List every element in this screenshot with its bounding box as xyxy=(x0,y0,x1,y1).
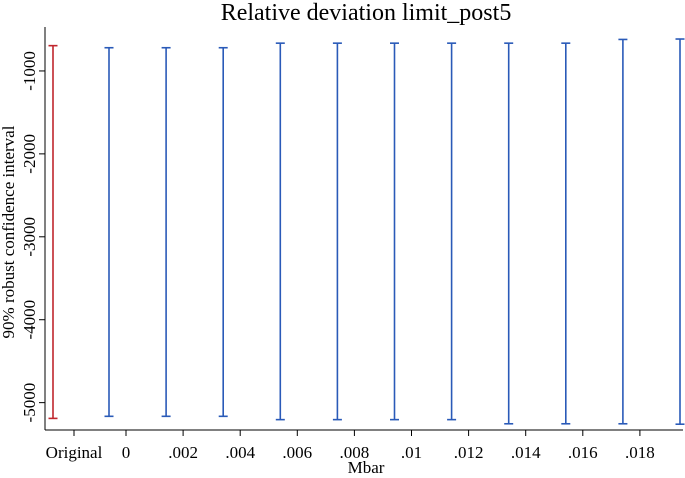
y-tick-label: -1000 xyxy=(20,51,39,91)
error-bar xyxy=(218,46,228,418)
x-tick-label: .004 xyxy=(225,443,255,462)
x-tick-label: .008 xyxy=(340,443,370,462)
error-bar xyxy=(48,44,58,420)
y-tick-label: -5000 xyxy=(20,383,39,423)
x-tick-label: .018 xyxy=(625,443,655,462)
error-bar xyxy=(675,38,685,425)
error-bar xyxy=(161,46,171,418)
error-bar xyxy=(504,42,514,425)
x-tick-label: .006 xyxy=(282,443,312,462)
y-axis-label: 90% robust confidence interval xyxy=(0,125,18,338)
error-bar xyxy=(618,38,628,425)
error-bar xyxy=(561,42,571,425)
error-bar xyxy=(104,46,114,418)
x-tick-label: .014 xyxy=(511,443,541,462)
x-tick-label: 0 xyxy=(122,443,131,462)
x-axis-label: Mbar xyxy=(348,458,385,477)
y-tick-label: -4000 xyxy=(20,300,39,340)
x-tick-label: Original xyxy=(46,443,103,462)
error-bars xyxy=(48,38,685,425)
error-bar xyxy=(275,42,285,421)
y-tick-label: -2000 xyxy=(20,134,39,174)
y-ticks: -1000 -2000 -3000 -4000 -5000 xyxy=(20,51,45,422)
x-tick-label: .002 xyxy=(168,443,198,462)
x-ticks: Original 0 .002 .004 .006 .008 .01 .012 .014 .016… xyxy=(46,430,655,462)
error-bar xyxy=(332,42,342,421)
x-tick-label: .012 xyxy=(454,443,484,462)
x-tick-label: .01 xyxy=(401,443,422,462)
x-tick-label: .016 xyxy=(568,443,598,462)
error-bar xyxy=(390,42,399,421)
error-bar xyxy=(447,42,457,421)
y-tick-label: -3000 xyxy=(20,217,39,257)
chart-title: Relative deviation limit_post5 xyxy=(221,0,512,26)
